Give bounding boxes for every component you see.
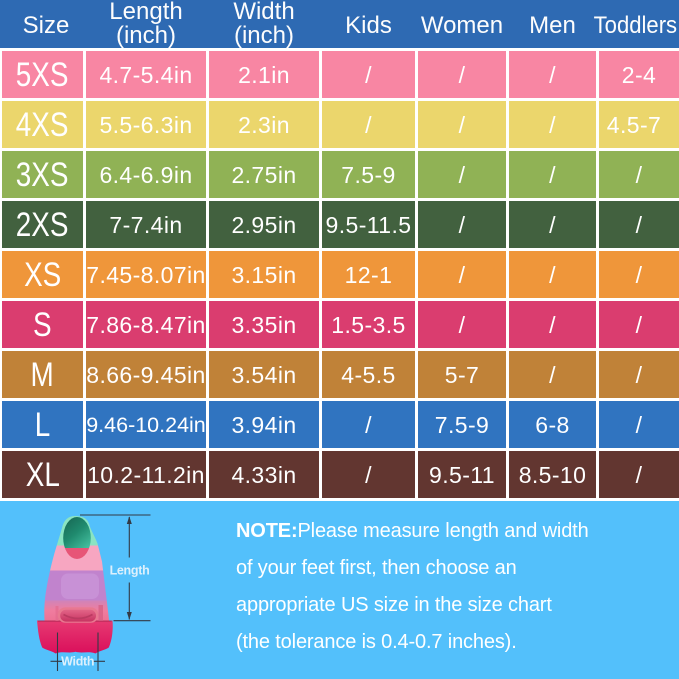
svg-text:Width: Width	[61, 655, 94, 669]
svg-text:Length: Length	[110, 564, 150, 578]
